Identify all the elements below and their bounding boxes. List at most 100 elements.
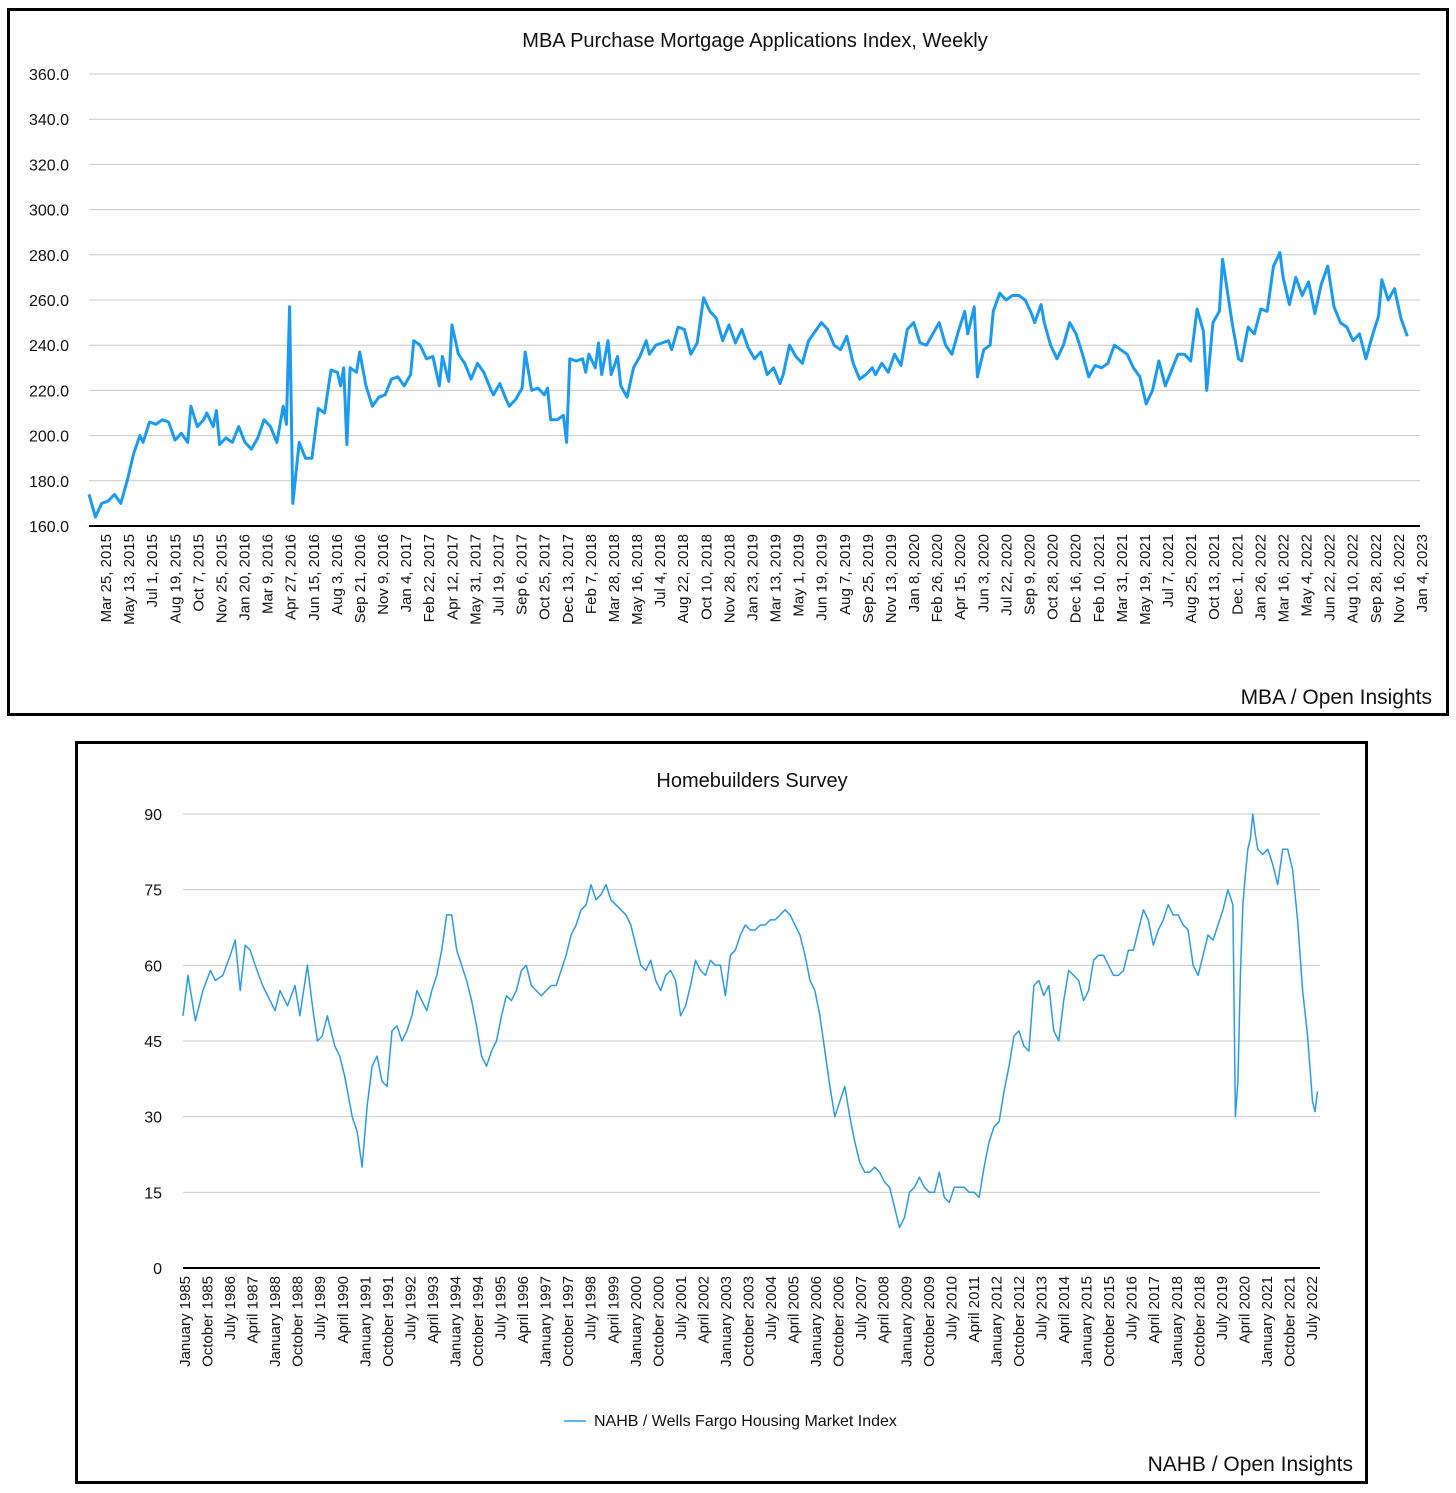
legend-label: NAHB / Wells Fargo Housing Market Index [594,1413,897,1430]
x-tick-label: October 1988 [290,1276,307,1367]
x-tick-label: Mar 31, 2021 [1114,534,1131,622]
y-tick-label: 180.0 [29,474,69,491]
mba-chart-panel: MBA Purchase Mortgage Applications Index… [7,8,1449,716]
x-tick-label: May 31, 2017 [467,534,484,625]
y-tick-label: 320.0 [29,157,69,174]
x-tick-label: Oct 25, 2017 [537,534,554,620]
x-tick-label: Sep 28, 2022 [1368,534,1385,623]
x-tick-label: Dec 1, 2021 [1229,534,1246,615]
x-tick-label: Jul 7, 2021 [1160,534,1177,607]
x-tick-label: Sep 9, 2020 [1022,534,1039,615]
x-tick-label: May 13, 2015 [121,534,138,625]
x-tick-label: Nov 16, 2022 [1391,534,1408,623]
x-tick-label: Jun 3, 2020 [975,534,992,612]
y-tick-label: 200.0 [29,429,69,446]
y-tick-label: 300.0 [29,203,69,220]
x-tick-label: July 2019 [1214,1276,1231,1340]
x-tick-label: April 1996 [515,1276,532,1344]
x-tick-label: Feb 10, 2021 [1091,534,1108,622]
x-tick-label: Dec 13, 2017 [560,534,577,623]
x-tick-label: Feb 7, 2018 [583,534,600,614]
chart-title: MBA Purchase Mortgage Applications Index… [522,30,987,52]
x-tick-label: Nov 28, 2018 [721,534,738,623]
x-tick-label: January 2009 [898,1276,915,1367]
x-tick-label: Aug 19, 2015 [167,534,184,623]
x-tick-label: Jan 20, 2016 [237,534,254,621]
x-tick-label: May 4, 2022 [1299,534,1316,617]
x-tick-label: Jun 22, 2022 [1322,534,1339,621]
x-tick-label: Jul 22, 2020 [998,534,1015,616]
x-tick-label: October 1997 [560,1276,577,1367]
x-tick-label: May 19, 2021 [1137,534,1154,625]
series-line [182,813,1319,1229]
x-tick-label: Nov 13, 2019 [883,534,900,623]
x-tick-label: Sep 21, 2016 [352,534,369,623]
x-tick-label: Jun 15, 2016 [306,534,323,621]
y-tick-label: 160.0 [29,519,69,536]
x-tick-label: Sep 6, 2017 [514,534,531,615]
chart-legend: NAHB / Wells Fargo Housing Market Index [564,1413,897,1430]
x-tick-label: Apr 27, 2016 [283,534,300,620]
x-tick-label: July 1995 [493,1276,510,1340]
x-tick-label: Jan 26, 2022 [1252,534,1269,621]
x-tick-label: April 1987 [245,1276,262,1344]
x-tick-label: July 1986 [222,1276,239,1340]
x-tick-label: July 2013 [1034,1276,1051,1340]
x-tick-label: January 1985 [177,1276,194,1367]
y-tick-label: 280.0 [29,248,69,265]
x-tick-label: Aug 25, 2021 [1183,534,1200,623]
x-tick-label: April 1993 [425,1276,442,1344]
x-tick-label: Jan 8, 2020 [906,534,923,612]
x-tick-label: July 2010 [943,1276,960,1340]
x-tick-label: October 1994 [470,1276,487,1367]
x-tick-label: Oct 7, 2015 [190,534,207,612]
x-tick-label: Aug 7, 2019 [837,534,854,615]
x-tick-label: July 2016 [1124,1276,1141,1340]
x-tick-label: January 2006 [808,1276,825,1367]
x-tick-label: January 1997 [538,1276,555,1367]
x-tick-label: Mar 28, 2018 [606,534,623,622]
homebuilders-chart: Homebuilders Survey NAHB / Wells Fargo H… [144,770,1353,1476]
x-tick-label: Mar 13, 2019 [768,534,785,622]
x-tick-label: July 2007 [853,1276,870,1340]
x-tick-label: July 2022 [1304,1276,1321,1340]
x-tick-label: April 2011 [966,1276,983,1342]
x-tick-label: Dec 16, 2020 [1068,534,1085,623]
x-tick-label: October 2003 [741,1276,758,1367]
y-tick-label: 45 [144,1034,162,1051]
x-tick-label: Jan 23, 2019 [744,534,761,621]
x-tick-label: Mar 25, 2015 [98,534,115,622]
x-tick-label: January 2015 [1079,1276,1096,1367]
x-tick-label: October 2015 [1101,1276,1118,1367]
y-tick-label: 90 [144,807,162,824]
series-line [87,251,1409,519]
x-tick-label: Jan 4, 2017 [398,534,415,612]
y-tick-label: 15 [144,1185,162,1202]
x-tick-label: October 2012 [1011,1276,1028,1367]
x-tick-label: Aug 3, 2016 [329,534,346,615]
x-tick-label: January 1994 [447,1276,464,1367]
x-tick-label: April 2005 [786,1276,803,1344]
x-tick-label: April 1990 [335,1276,352,1344]
x-tick-label: Oct 10, 2018 [698,534,715,620]
y-tick-label: 260.0 [29,293,69,310]
x-tick-label: Aug 10, 2022 [1345,534,1362,623]
x-tick-label: Sep 25, 2019 [860,534,877,623]
x-tick-label: July 1998 [583,1276,600,1340]
x-tick-label: October 2018 [1191,1276,1208,1367]
x-tick-label: Feb 22, 2017 [421,534,438,622]
x-tick-label: Nov 25, 2015 [213,534,230,623]
x-tick-label: Oct 13, 2021 [1206,534,1223,620]
y-tick-label: 360.0 [29,67,69,84]
x-tick-label: January 2003 [718,1276,735,1367]
x-tick-label: January 2000 [628,1276,645,1367]
x-tick-label: January 2012 [988,1276,1005,1367]
x-tick-label: April 1999 [605,1276,622,1344]
x-tick-label: Apr 15, 2020 [952,534,969,620]
x-tick-label: Oct 28, 2020 [1045,534,1062,620]
y-tick-label: 340.0 [29,112,69,129]
homebuilders-chart-panel: Homebuilders Survey NAHB / Wells Fargo H… [75,741,1368,1484]
x-tick-label: Apr 12, 2017 [444,534,461,620]
y-tick-label: 75 [144,883,162,900]
x-tick-label: May 1, 2019 [791,534,808,617]
